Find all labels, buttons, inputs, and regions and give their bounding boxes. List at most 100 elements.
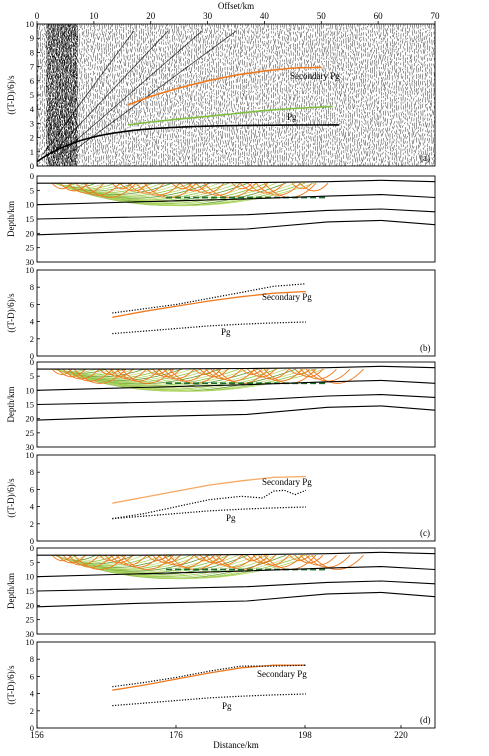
reflected-ray [152,554,181,564]
reflected-ray [127,182,165,194]
panel-label: (b) [420,343,431,353]
panel-label: (c) [420,528,430,538]
y-tick-label: 0 [30,161,34,171]
secondary-pg-calculated-line [112,664,306,691]
secondary-pg-annotation: Secondary Pg [262,477,312,487]
panel-axes-6: 0 2 4 6 8 10 ((T-D)/6)/s [6,637,436,733]
linear-event-3 [68,30,237,156]
pg-observed-line [112,506,306,520]
bottom-axis: 156 176 198 220 Distance/km [30,725,408,750]
y-tick-label: 20 [26,414,35,424]
velocity-model-2 [37,365,435,421]
reflected-ray [311,368,364,384]
y-tick-label: 30 [26,257,35,267]
y-axis-label: ((T-D)/6)/s [6,75,16,115]
layer-interface-1 [37,379,435,391]
top-axis: 0 10 20 30 40 50 60 70 Offset/km [35,1,440,24]
y-tick-label: 5 [30,185,34,195]
panel-label: (d) [420,715,431,725]
pg-observed-line [112,321,306,335]
y-axis-label: ((T-D)/6)/s [6,665,16,705]
layer-interface-1 [37,194,435,206]
seismic-traces [37,24,435,166]
y-tick-label: 3 [30,118,34,128]
y-tick-label: 6 [30,671,34,681]
layer-interface-3 [37,219,435,236]
top-tick-label: 30 [203,11,213,21]
y-tick-label: 2 [30,133,34,143]
linear-event-2 [59,30,203,155]
y-tick-label: 7 [30,62,34,72]
panel-axes-2: 0 2 4 6 8 10 ((T-D)/6)/s [6,265,436,361]
panel-frame [36,641,436,729]
y-tick-label: 15 [26,214,35,224]
secondary-pg-calculated-line [112,475,306,504]
pg-pick-line [127,105,333,126]
y-tick-label: 4 [30,104,35,114]
y-tick-label: 30 [26,629,35,639]
reflected-ray [187,182,225,194]
record-background [37,24,435,166]
y-tick-label: 10 [26,572,35,582]
top-tick-label: 0 [35,11,40,21]
y-tick-label: 9 [30,33,34,43]
pg-annotation: Pg [222,701,232,711]
model-content [37,179,435,236]
y-tick-label: 15 [26,586,35,596]
y-tick-label: 10 [26,200,35,210]
y-axis-label: Depth/km [6,387,16,423]
reflected-ray [291,182,313,190]
y-tick-label: 4 [30,317,35,327]
y-tick-label: 5 [30,371,34,381]
reflected-ray [199,368,229,378]
bottom-axis-title: Distance/km [213,740,259,750]
top-tick-label: 50 [317,11,327,21]
y-tick-label: 0 [30,536,34,546]
y-tick-label: 4 [30,502,35,512]
reflected-ray [231,182,253,190]
secondary-pg-observed-line [112,664,306,688]
layer-interface-0 [37,365,435,370]
reflected-ray [51,182,73,190]
layer-interface-2 [37,580,435,592]
model-content [37,365,435,421]
y-tick-label: 25 [26,428,35,438]
reflected-ray [57,368,86,378]
panel-frame [36,175,436,263]
layer-interface-2 [37,208,435,220]
y-tick-label: 15 [26,400,35,410]
velocity-model-1 [37,179,435,236]
y-tick-label: 0 [30,357,34,367]
reflected-ray [83,182,137,198]
y-tick-label: 0 [30,723,34,733]
y-tick-label: 8 [30,47,34,57]
panel-axes-4: 0 2 4 6 8 10 ((T-D)/6)/s [6,450,436,546]
bottom-tick-label: 156 [30,730,44,740]
first-arrival-curve [37,124,339,163]
y-tick-label: 10 [26,19,35,29]
y-tick-label: 2 [30,706,34,716]
y-tick-label: 20 [26,600,35,610]
y-tick-label: 8 [30,467,34,477]
reflected-ray [247,554,276,564]
top-tick-label: 60 [374,11,384,21]
y-tick-label: 2 [30,334,34,344]
reflected-ray [152,368,181,378]
y-tick-label: 10 [26,265,35,275]
y-tick-label: 10 [26,637,35,647]
panel-frame [36,269,436,357]
top-axis-title: Offset/km [218,1,254,11]
secondary-pg-annotation: Secondary Pg [257,669,307,679]
secondary-pg-observed-line [112,283,306,314]
layer-interface-1 [37,566,435,578]
trace-wiggles [37,24,435,166]
y-axis-label: Depth/km [6,573,16,609]
layer-interface-3 [37,591,435,608]
y-tick-label: 0 [30,171,34,181]
reflected-ray [311,554,364,570]
bottom-tick-label: 198 [298,730,312,740]
panel-axes-0: 0 1 2 3 4 5 6 7 8 9 10 ((T-D)/6)/s [6,19,436,171]
reflected-ray [111,182,133,190]
panel-axes-3: 0 5 10 15 20 25 30 Depth/km [6,357,436,452]
